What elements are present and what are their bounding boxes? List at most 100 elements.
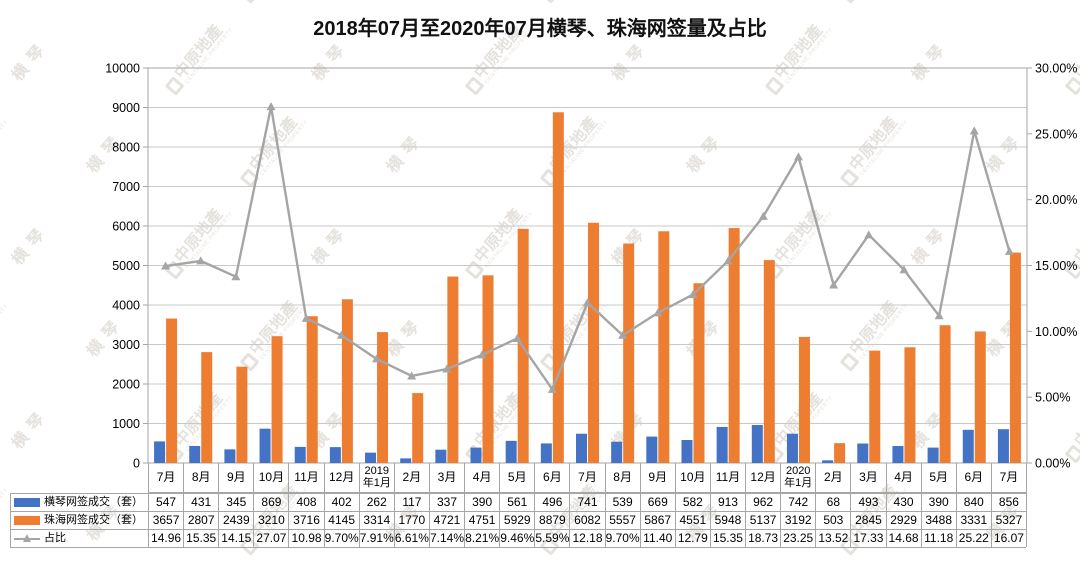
- data-table: 横琴网签成交（套） 547 431 345 869 408 402 262 117 337 390 5…: [10, 493, 1027, 548]
- table-value-cell: 547: [148, 494, 184, 512]
- ratio-marker: [407, 371, 417, 380]
- legend-swatch-icon: [14, 498, 40, 507]
- bar-hengqin: [576, 433, 587, 463]
- table-value-cell: 6082: [569, 512, 605, 530]
- table-value-cell: 742: [780, 494, 816, 512]
- table-value-cell: 408: [288, 494, 324, 512]
- table-value-cell: 4145: [323, 512, 359, 530]
- bar-zhuhai: [693, 283, 705, 463]
- table-value-cell: 13.52: [815, 530, 851, 548]
- data-table-month-row: 7月 8月 9月 10月 11月 12月 2019 年1月 2月 3月 4月 5月 6月 7月 8月 9月 1…: [148, 463, 1027, 493]
- table-value-cell: 390: [920, 494, 956, 512]
- table-value-cell: 15.35: [183, 530, 219, 548]
- month-header-cell: 2月: [393, 463, 429, 493]
- table-value-cell: 1770: [393, 512, 429, 530]
- bar-zhuhai: [623, 243, 635, 463]
- table-value-cell: 669: [639, 494, 675, 512]
- bar-hengqin: [259, 428, 271, 463]
- right-axis-label: 10.00%: [1035, 325, 1077, 339]
- table-value-cell: 117: [393, 494, 429, 512]
- left-axis-label: 6000: [112, 220, 140, 234]
- table-value-cell: 869: [253, 494, 289, 512]
- table-value-cell: 2807: [183, 512, 219, 530]
- table-value-cell: 5327: [990, 512, 1026, 530]
- row-hengqin-header: 横琴网签成交（套）: [10, 494, 148, 512]
- ratio-marker: [442, 364, 452, 373]
- table-value-cell: 390: [464, 494, 500, 512]
- table-value-cell: 4551: [674, 512, 710, 530]
- ratio-marker: [1004, 246, 1014, 255]
- month-header-cell: 10月: [674, 463, 710, 493]
- ratio-marker: [688, 290, 698, 299]
- ratio-marker: [758, 211, 768, 220]
- bar-zhuhai: [482, 275, 494, 463]
- left-axis-label: 8000: [112, 141, 140, 155]
- right-axis-label: 30.00%: [1035, 62, 1077, 76]
- bar-hengqin: [997, 429, 1009, 463]
- table-value-cell: 7.14%: [428, 530, 465, 548]
- bar-zhuhai: [447, 276, 459, 463]
- left-axis-label: 4000: [112, 299, 140, 313]
- bar-zhuhai: [377, 332, 389, 463]
- ratio-marker: [934, 311, 944, 320]
- bar-hengqin: [435, 449, 447, 463]
- ratio-marker: [618, 330, 628, 339]
- table-value-cell: 3314: [358, 512, 394, 530]
- left-axis-label: 3000: [112, 338, 140, 352]
- table-value-cell: 8879: [534, 512, 570, 530]
- month-header-cell: 7月: [148, 463, 184, 493]
- month-header-cell: 9月: [639, 463, 675, 493]
- table-value-cell: 5929: [499, 512, 535, 530]
- table-value-cell: 23.25: [780, 530, 816, 548]
- row-ratio-header: 占比: [10, 530, 148, 548]
- table-value-cell: 68: [815, 494, 851, 512]
- legend-line-icon: [14, 534, 40, 543]
- ratio-marker: [301, 313, 311, 322]
- table-value-cell: 5137: [745, 512, 781, 530]
- month-header-cell: 10月: [253, 463, 289, 493]
- month-header-cell: 11月: [709, 463, 746, 493]
- ratio-marker: [196, 256, 206, 265]
- month-header-cell: 8月: [604, 463, 640, 493]
- bar-hengqin: [540, 443, 552, 463]
- table-value-cell: 5948: [709, 512, 746, 530]
- ratio-marker: [477, 350, 487, 359]
- bar-hengqin: [365, 452, 377, 463]
- table-value-cell: 18.73: [745, 530, 781, 548]
- month-header-cell: 3月: [850, 463, 886, 493]
- bar-zhuhai: [306, 316, 318, 463]
- month-header-cell: 4月: [885, 463, 921, 493]
- series-label: 珠海网签成交（套）: [44, 513, 143, 526]
- table-value-cell: 402: [323, 494, 359, 512]
- month-header-cell: 6月: [534, 463, 570, 493]
- bar-zhuhai: [588, 222, 599, 463]
- bar-zhuhai: [834, 443, 846, 463]
- bar-hengqin: [927, 447, 939, 463]
- month-header-cell: 2019 年1月: [358, 463, 394, 493]
- table-value-cell: 14.96: [148, 530, 184, 548]
- table-value-cell: 3657: [148, 512, 184, 530]
- table-value-cell: 7.91%: [358, 530, 394, 548]
- row-zhuhai-header: 珠海网签成交（套）: [10, 512, 148, 530]
- bar-zhuhai: [201, 352, 213, 463]
- table-value-cell: 856: [990, 494, 1026, 512]
- table-value-cell: 430: [885, 494, 921, 512]
- ratio-marker: [864, 230, 874, 239]
- month-header-cell: 6月: [955, 463, 991, 493]
- table-value-cell: 9.46%: [499, 530, 535, 548]
- bar-hengqin: [681, 440, 693, 463]
- bar-hengqin: [294, 446, 306, 463]
- left-axis-label: 0: [133, 457, 140, 471]
- month-header-cell: 12月: [323, 463, 359, 493]
- left-axis-label: 10000: [105, 62, 140, 76]
- bar-hengqin: [786, 433, 798, 463]
- table-value-cell: 2845: [850, 512, 886, 530]
- ratio-marker: [512, 333, 522, 342]
- table-value-cell: 4751: [464, 512, 500, 530]
- bar-zhuhai: [166, 318, 178, 463]
- table-value-cell: 11.40: [639, 530, 675, 548]
- bar-zhuhai: [236, 366, 248, 463]
- bar-hengqin: [892, 446, 904, 463]
